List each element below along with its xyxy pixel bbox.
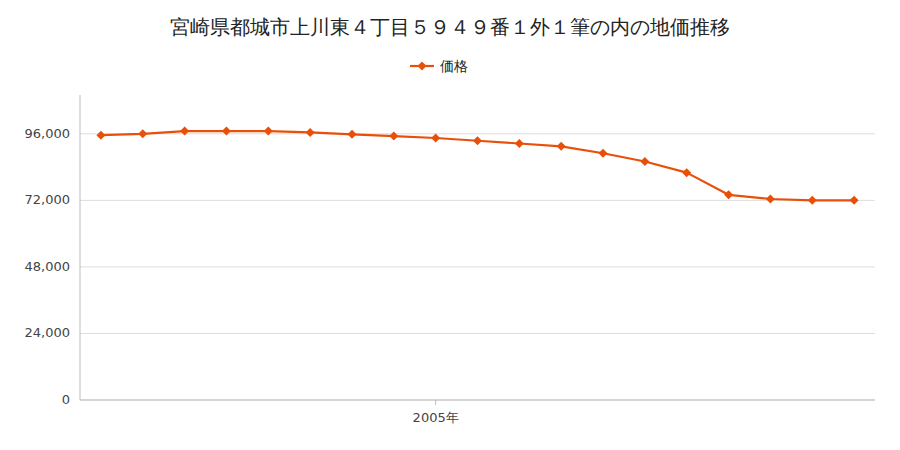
data-point — [96, 131, 105, 140]
series-line — [101, 131, 854, 200]
data-point — [138, 129, 147, 138]
data-point — [473, 136, 482, 145]
data-point — [682, 168, 691, 177]
y-tick-label: 48,000 — [25, 259, 71, 274]
legend-label: 価格 — [440, 58, 468, 74]
grid-line — [80, 400, 875, 401]
y-tick-label: 24,000 — [25, 325, 71, 340]
data-point — [808, 196, 817, 205]
data-point — [306, 128, 315, 137]
data-point — [850, 196, 859, 205]
title: 宮崎県都城市上川東４丁目５９４９番１外１筆の内の地価推移 — [170, 15, 730, 39]
x-axis: 2005年 — [413, 400, 459, 425]
legend: 価格 — [410, 58, 468, 74]
x-tick-label: 2005年 — [413, 410, 459, 425]
data-point — [222, 127, 231, 136]
data-point — [557, 142, 566, 151]
data-point — [640, 157, 649, 166]
plot-area — [96, 127, 858, 205]
data-point — [347, 130, 356, 139]
data-point — [515, 139, 524, 148]
data-point — [180, 127, 189, 136]
data-point — [599, 149, 608, 158]
grid-line — [80, 200, 875, 201]
data-point — [724, 190, 733, 199]
x-axis-line — [80, 400, 875, 401]
grid-line — [80, 133, 875, 134]
chart-container: 宮崎県都城市上川東４丁目５９４９番１外１筆の内の地価推移 0 24,000 48,00… — [0, 0, 900, 450]
legend-marker — [418, 62, 427, 71]
data-point — [264, 127, 273, 136]
grid-line — [80, 266, 875, 267]
chart-svg: 宮崎県都城市上川東４丁目５９４９番１外１筆の内の地価推移 0 24,000 48,00… — [0, 0, 900, 450]
y-tick-label: 0 — [62, 392, 70, 407]
grid-line — [80, 333, 875, 334]
x-tick — [435, 400, 436, 405]
y-axis-line — [80, 95, 81, 400]
data-point — [431, 133, 440, 142]
data-point — [389, 132, 398, 141]
y-tick-label: 96,000 — [25, 126, 71, 141]
y-axis: 0 24,000 48,000 72,000 96,000 — [25, 126, 876, 407]
data-point — [766, 194, 775, 203]
y-tick-label: 72,000 — [25, 192, 71, 207]
